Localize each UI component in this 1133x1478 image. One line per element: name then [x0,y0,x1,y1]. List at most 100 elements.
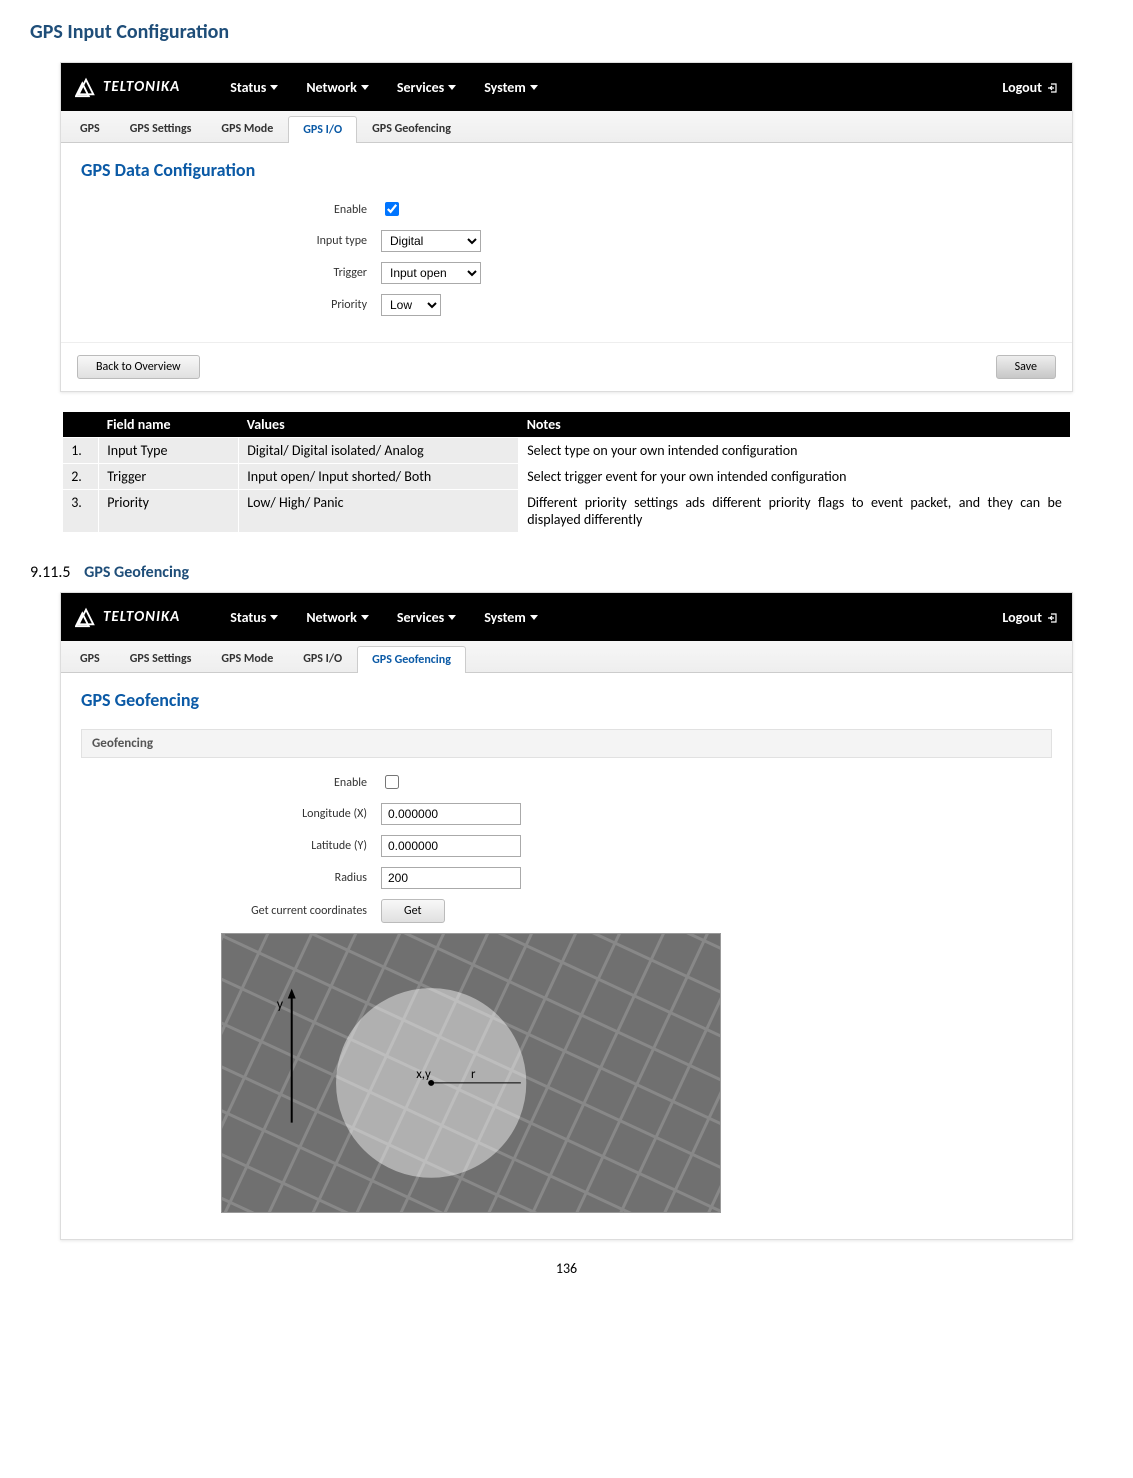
back-to-overview-button[interactable]: Back to Overview [77,355,200,379]
get-coords-button[interactable]: Get [381,899,445,923]
main-menu: Status Network Services System [230,79,538,96]
screenshot-gps-io: TELTONIKA Status Network Services System… [60,62,1073,392]
menu-system[interactable]: System [484,609,538,626]
cell-field: Input Type [99,438,239,464]
logout-icon [1046,81,1058,93]
trigger-label: Trigger [81,266,381,280]
gps-data-config-panel: GPS Data Configuration Enable Input type… [61,143,1072,342]
get-coords-label: Get current coordinates [81,904,381,918]
row-enable: Enable [81,199,1052,220]
tab-gps-settings[interactable]: GPS Settings [115,645,207,672]
brand-text: TELTONIKA [103,78,180,96]
cell-notes: Select trigger event for your own intend… [519,464,1071,490]
cell-field: Priority [99,490,239,533]
longitude-input[interactable] [381,803,521,825]
menu-network[interactable]: Network [306,609,369,626]
input-type-label: Input type [81,234,381,248]
radius-input[interactable] [381,867,521,889]
tab-gps-settings[interactable]: GPS Settings [115,115,207,142]
enable-checkbox[interactable] [385,202,399,216]
cell-values: Input open/ Input shorted/ Both [239,464,519,490]
geofencing-subsection-header: Geofencing [81,729,1052,758]
tab-gps[interactable]: GPS [65,115,115,142]
logout-icon [1046,611,1058,623]
row-longitude: Longitude (X) [81,803,1052,825]
row-latitude: Latitude (Y) [81,835,1052,857]
gps-geofencing-panel: GPS Geofencing Geofencing Enable Longitu… [61,673,1072,1239]
tab-gps-geofencing[interactable]: GPS Geofencing [357,646,466,673]
geofence-map[interactable]: y x,y r [221,933,721,1213]
trigger-select[interactable]: Input open [381,262,481,284]
page-number: 136 [30,1260,1103,1277]
top-navbar: TELTONIKA Status Network Services System… [61,63,1072,111]
menu-network[interactable]: Network [306,79,369,96]
map-radius-label: r [471,1067,476,1082]
enable-label: Enable [81,776,381,790]
doc-heading-gps-input-config: GPS Input Configuration [30,20,1103,44]
row-enable: Enable [81,772,1052,793]
th-values: Values [239,412,519,438]
longitude-label: Longitude (X) [81,807,381,821]
menu-system[interactable]: System [484,79,538,96]
row-get-coords: Get current coordinates Get [81,899,1052,923]
brand-logo: TELTONIKA [75,76,180,98]
latitude-label: Latitude (Y) [81,839,381,853]
row-input-type: Input type Digital [81,230,1052,252]
cell-field: Trigger [99,464,239,490]
brand-text: TELTONIKA [103,608,180,626]
enable-label: Enable [81,203,381,217]
map-center-label: x,y [416,1067,431,1082]
cell-notes: Select type on your own intended configu… [519,438,1071,464]
chevron-down-icon [361,615,369,620]
row-radius: Radius [81,867,1052,889]
th-num [63,412,99,438]
main-menu: Status Network Services System [230,609,538,626]
row-priority: Priority Low [81,294,1052,316]
table-row: 1.Input TypeDigital/ Digital isolated/ A… [63,438,1071,464]
tab-gps-mode[interactable]: GPS Mode [206,115,288,142]
field-reference-table: Field name Values Notes 1.Input TypeDigi… [62,412,1071,533]
table-row: 2.TriggerInput open/ Input shorted/ Both… [63,464,1071,490]
priority-select[interactable]: Low [381,294,441,316]
chevron-down-icon [530,615,538,620]
chevron-down-icon [448,615,456,620]
logout-link[interactable]: Logout [1002,79,1058,96]
input-type-select[interactable]: Digital [381,230,481,252]
cell-num: 2. [63,464,99,490]
menu-status[interactable]: Status [230,609,278,626]
logout-link[interactable]: Logout [1002,609,1058,626]
subheading-gps-geofencing: 9.11.5 GPS Geofencing [30,563,1103,582]
panel-title: GPS Geofencing [81,689,1052,711]
chevron-down-icon [270,615,278,620]
tab-gps-i-o[interactable]: GPS I/O [288,116,357,143]
tab-gps[interactable]: GPS [65,645,115,672]
th-field: Field name [99,412,239,438]
subheading-title: GPS Geofencing [84,563,189,582]
table-row: 3.PriorityLow/ High/ PanicDifferent prio… [63,490,1071,533]
cell-notes: Different priority settings ads differen… [519,490,1071,533]
enable-checkbox[interactable] [385,775,399,789]
menu-services[interactable]: Services [397,79,456,96]
tabs-row: GPSGPS SettingsGPS ModeGPS I/OGPS Geofen… [61,111,1072,143]
logo-icon [75,76,97,98]
cell-num: 1. [63,438,99,464]
brand-logo: TELTONIKA [75,606,180,628]
panel-title: GPS Data Configuration [81,159,1052,181]
subheading-num: 9.11.5 [30,563,71,582]
latitude-input[interactable] [381,835,521,857]
cell-values: Digital/ Digital isolated/ Analog [239,438,519,464]
chevron-down-icon [448,85,456,90]
chevron-down-icon [270,85,278,90]
tab-gps-mode[interactable]: GPS Mode [206,645,288,672]
cell-values: Low/ High/ Panic [239,490,519,533]
tab-gps-i-o[interactable]: GPS I/O [288,645,357,672]
radius-label: Radius [81,871,381,885]
menu-status[interactable]: Status [230,79,278,96]
save-button[interactable]: Save [996,355,1056,379]
top-navbar: TELTONIKA Status Network Services System… [61,593,1072,641]
menu-services[interactable]: Services [397,609,456,626]
tab-gps-geofencing[interactable]: GPS Geofencing [357,115,466,142]
priority-label: Priority [81,298,381,312]
tabs-row: GPSGPS SettingsGPS ModeGPS I/OGPS Geofen… [61,641,1072,673]
row-trigger: Trigger Input open [81,262,1052,284]
